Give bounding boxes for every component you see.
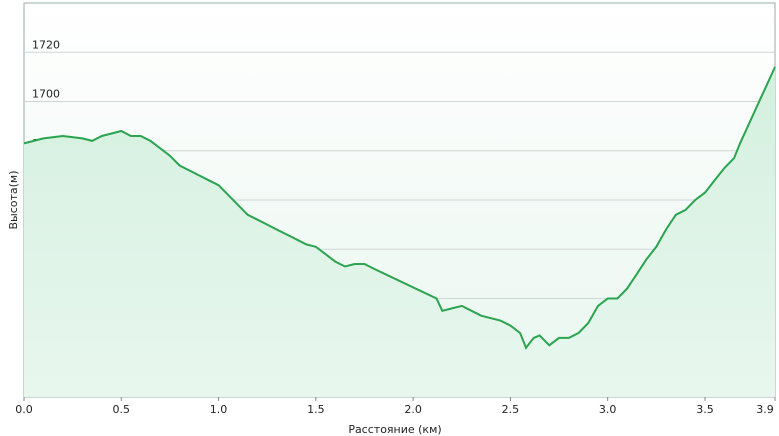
x-tick-label: 0.5 (113, 403, 131, 416)
x-tick-label: 0.0 (15, 403, 33, 416)
elevation-line (23, 66, 776, 350)
y-tick-label: 1720 (32, 38, 60, 51)
x-axis-title: Расстояние (км) (348, 423, 441, 436)
y-axis-title: Высота(м) (7, 170, 20, 229)
x-tick-label: 3.0 (599, 403, 617, 416)
elevation-area (24, 67, 775, 397)
x-tick-label: 3.9 (756, 403, 774, 416)
x-tick-label: 2.5 (502, 403, 520, 416)
x-tick-label: 3.5 (696, 403, 714, 416)
y-tick-label: 1700 (32, 88, 60, 101)
x-tick-label: 1.0 (210, 403, 228, 416)
x-tick-label: 2.0 (404, 403, 422, 416)
x-tick-label: 1.5 (307, 403, 325, 416)
